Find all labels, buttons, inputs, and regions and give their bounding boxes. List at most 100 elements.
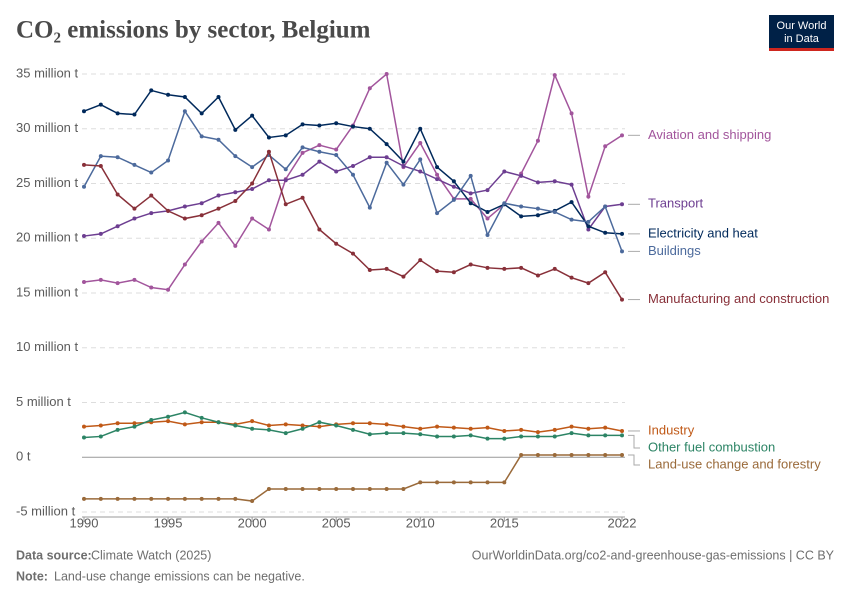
series-label: Manufacturing and construction	[648, 291, 829, 306]
data-point	[216, 94, 221, 99]
data-point	[266, 135, 271, 140]
data-point	[182, 204, 187, 209]
data-point	[82, 234, 86, 239]
y-tick-label: 35 million t	[16, 65, 79, 80]
data-point	[468, 201, 473, 206]
data-point	[216, 137, 221, 142]
data-point	[401, 274, 406, 279]
data-point	[620, 249, 624, 254]
x-tick-label: 1990	[70, 515, 99, 530]
label-connector	[628, 434, 640, 449]
data-point	[502, 266, 507, 271]
data-point	[115, 421, 120, 426]
data-point	[149, 170, 154, 175]
data-point	[468, 426, 473, 431]
data-point	[115, 192, 120, 197]
data-point	[233, 496, 238, 501]
data-point	[98, 231, 103, 236]
data-point	[283, 487, 288, 492]
data-point	[149, 193, 154, 198]
logo-stripe	[769, 48, 834, 51]
data-point	[485, 232, 490, 237]
data-point	[418, 258, 423, 263]
data-point	[250, 499, 255, 504]
data-point	[502, 436, 507, 441]
data-point	[166, 208, 171, 213]
x-tick-label: 1995	[154, 515, 183, 530]
data-point	[98, 423, 103, 428]
chart-title: CO₂ emissions by sector, Belgium	[16, 17, 371, 44]
data-point	[468, 433, 473, 438]
data-point	[603, 144, 608, 149]
data-point	[535, 273, 540, 278]
data-point	[199, 239, 204, 244]
data-point	[451, 434, 456, 439]
data-point	[519, 204, 524, 209]
data-point	[451, 480, 456, 485]
data-point	[569, 111, 574, 116]
data-point	[435, 172, 440, 177]
data-point	[502, 480, 507, 485]
data-point	[384, 487, 389, 492]
data-point	[300, 423, 305, 428]
data-point	[367, 268, 372, 273]
data-point	[82, 280, 86, 285]
data-point	[266, 149, 271, 154]
data-point	[250, 186, 255, 191]
data-point	[300, 172, 305, 177]
data-point	[351, 163, 355, 168]
data-point	[603, 204, 608, 209]
series-line	[84, 454, 622, 502]
data-point	[552, 179, 557, 184]
data-point	[401, 163, 406, 168]
data-point	[552, 434, 557, 439]
data-point	[149, 496, 154, 501]
data-point	[283, 133, 288, 138]
data-point	[569, 275, 574, 280]
data-point	[334, 153, 339, 158]
data-point	[300, 145, 305, 150]
data-point	[384, 160, 389, 165]
data-point	[485, 209, 490, 214]
data-point	[603, 425, 608, 430]
data-point	[519, 427, 524, 432]
url[interactable]: OurWorldinData.org/co2-and-greenhouse-ga…	[472, 548, 835, 562]
data-point	[351, 124, 355, 129]
data-point	[166, 92, 171, 97]
data-point	[535, 434, 540, 439]
data-point	[603, 433, 608, 438]
data-point	[603, 230, 608, 235]
data-point	[216, 496, 221, 501]
data-point	[586, 219, 591, 224]
data-point	[418, 157, 423, 162]
data-point	[435, 480, 440, 485]
data-point	[300, 150, 305, 155]
data-point	[132, 216, 137, 221]
data-point	[351, 487, 355, 492]
data-point	[115, 281, 120, 286]
series-label: Land-use change and forestry	[648, 456, 821, 471]
data-point	[418, 140, 423, 145]
data-point	[250, 419, 255, 424]
data-point	[620, 433, 624, 438]
data-point	[300, 426, 305, 431]
data-point	[367, 155, 372, 160]
data-point	[132, 496, 137, 501]
series-label: Transport	[648, 196, 704, 211]
data-point	[351, 251, 355, 256]
x-tick-label: 2010	[406, 515, 435, 530]
y-tick-label: 5 million t	[16, 394, 71, 409]
data-point	[182, 94, 187, 99]
data-point	[250, 216, 255, 221]
data-point	[586, 453, 591, 458]
data-point	[569, 431, 574, 436]
data-point	[166, 496, 171, 501]
x-tick-label: 2000	[238, 515, 267, 530]
label-connector	[628, 454, 640, 466]
data-point	[182, 216, 187, 221]
x-tick-label: 2022	[608, 515, 637, 530]
data-point	[334, 241, 339, 246]
data-point	[418, 432, 423, 437]
data-point	[468, 173, 473, 178]
data-point	[485, 425, 490, 430]
